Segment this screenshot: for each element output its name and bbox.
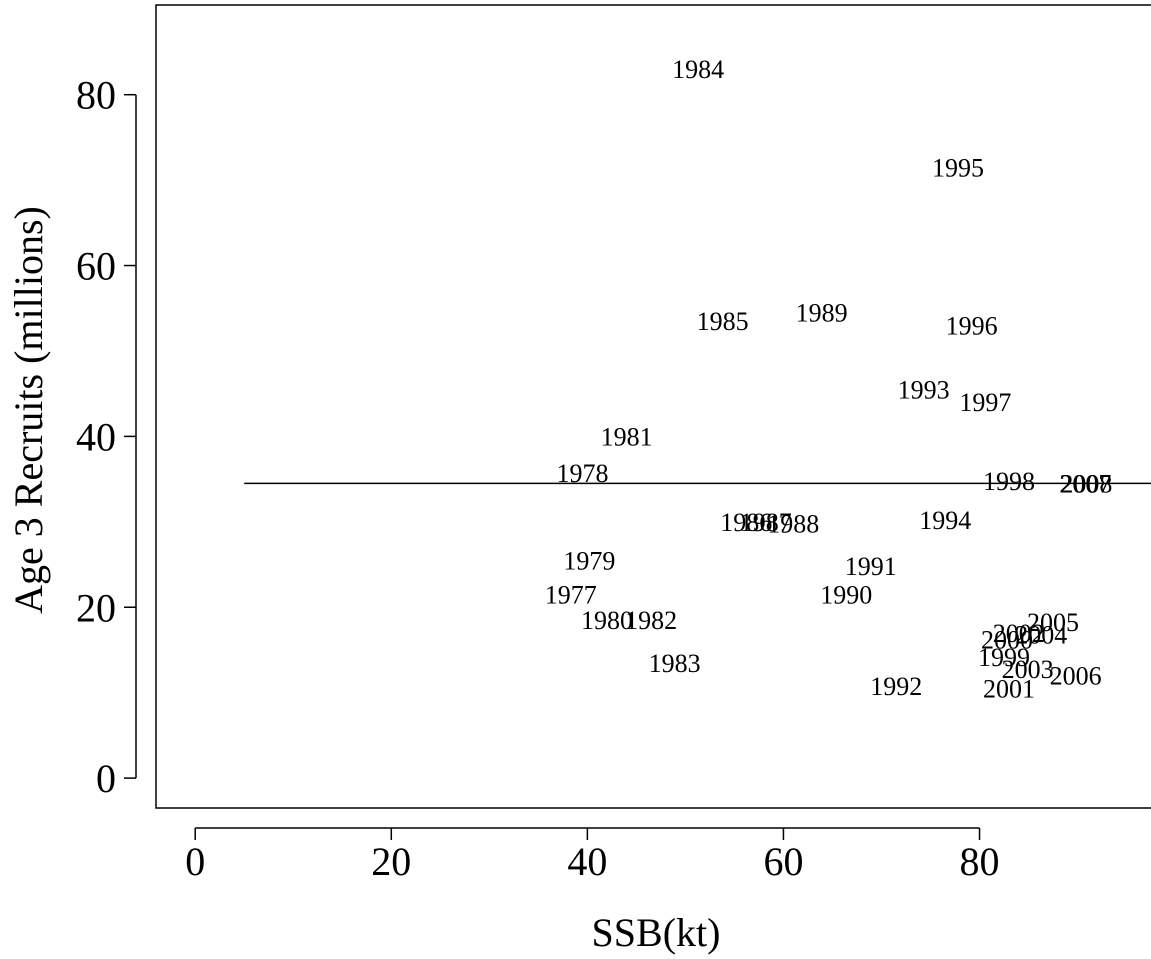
- point-label: 1992: [870, 672, 922, 701]
- point-label: 2007: [1059, 469, 1111, 498]
- point-label: 2000: [981, 626, 1033, 655]
- y-tick-label: 0: [96, 756, 116, 801]
- point-label: 1983: [649, 649, 701, 678]
- point-label: 2008: [1060, 469, 1112, 498]
- y-tick-label: 60: [76, 244, 116, 289]
- point-label: 1981: [601, 422, 653, 451]
- y-tick-label: 80: [76, 73, 116, 118]
- point-label: 1998: [983, 467, 1035, 496]
- x-tick-label: 80: [960, 839, 1000, 884]
- y-axis: 0 20 40 60 80: [76, 73, 137, 801]
- x-axis-title: SSB(kt): [592, 910, 721, 955]
- point-label: 1991: [845, 552, 897, 581]
- point-label: 2002: [993, 619, 1045, 648]
- x-tick-label: 40: [567, 839, 607, 884]
- point-label: 1984: [672, 55, 724, 84]
- point-label: 1979: [563, 546, 615, 575]
- point-label: 1977: [545, 580, 597, 609]
- y-axis-title: Age 3 Recruits (millions): [6, 206, 51, 614]
- point-label: 1978: [556, 459, 608, 488]
- x-tick-label: 20: [371, 839, 411, 884]
- point-label: 2006: [1050, 662, 1102, 691]
- point-label: 1990: [820, 580, 872, 609]
- x-tick-label: 60: [763, 839, 803, 884]
- point-label: 1982: [625, 606, 677, 635]
- point-label: 1989: [796, 299, 848, 328]
- point-label: 1987: [740, 508, 792, 537]
- point-label: 2001: [983, 674, 1035, 703]
- point-label: 1995: [932, 153, 984, 182]
- point-label: 1988: [767, 510, 819, 539]
- point-label: 2003: [1002, 655, 1054, 684]
- point-label: 1985: [697, 307, 749, 336]
- x-tick-label: 0: [185, 839, 205, 884]
- point-label: 1997: [959, 388, 1011, 417]
- plot-frame: [155, 4, 1151, 809]
- point-label: 1980: [581, 606, 633, 635]
- x-axis: 0 20 40 60 80: [185, 827, 1000, 884]
- y-tick-label: 20: [76, 585, 116, 630]
- point-label: 2004: [1015, 621, 1067, 650]
- point-label: 1999: [978, 643, 1030, 672]
- point-label: 1996: [946, 311, 998, 340]
- y-tick-label: 40: [76, 414, 116, 459]
- point-label: 1994: [919, 506, 971, 535]
- point-label: 1986: [720, 508, 772, 537]
- point-label: 2005: [1027, 608, 1079, 637]
- point-labels: 1977 1978 1979 1980 1981 1982 1983 1984 1985 1986…: [545, 55, 1113, 703]
- point-label: 1993: [898, 375, 950, 404]
